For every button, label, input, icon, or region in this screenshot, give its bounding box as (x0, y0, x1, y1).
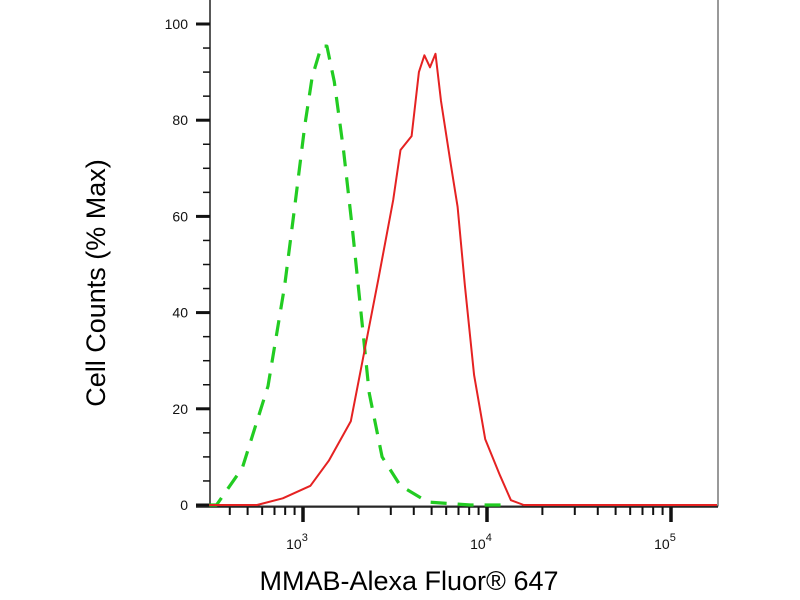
y-tick-label: 0 (180, 497, 188, 513)
y-axis: 0 20 40 60 80 100 (165, 0, 211, 513)
x-tick-label: 105 (654, 532, 676, 552)
plot-frame (209, 0, 719, 507)
x-tick-label: 104 (470, 532, 492, 552)
y-tick-label: 80 (172, 112, 188, 128)
y-tick-label: 40 (172, 305, 188, 321)
x-axis: 103 104 105 (196, 506, 718, 552)
x-axis-title: MMAB-Alexa Fluor® 647 (260, 566, 559, 596)
sample-histogram-line (209, 52, 717, 506)
y-tick-label: 20 (172, 401, 188, 417)
y-tick-label: 100 (165, 16, 189, 32)
y-axis-title: Cell Counts (% Max) (81, 159, 111, 407)
control-histogram-line (209, 44, 506, 507)
y-tick-label: 60 (172, 208, 188, 224)
series-group (209, 44, 717, 507)
x-tick-label: 103 (286, 532, 308, 552)
